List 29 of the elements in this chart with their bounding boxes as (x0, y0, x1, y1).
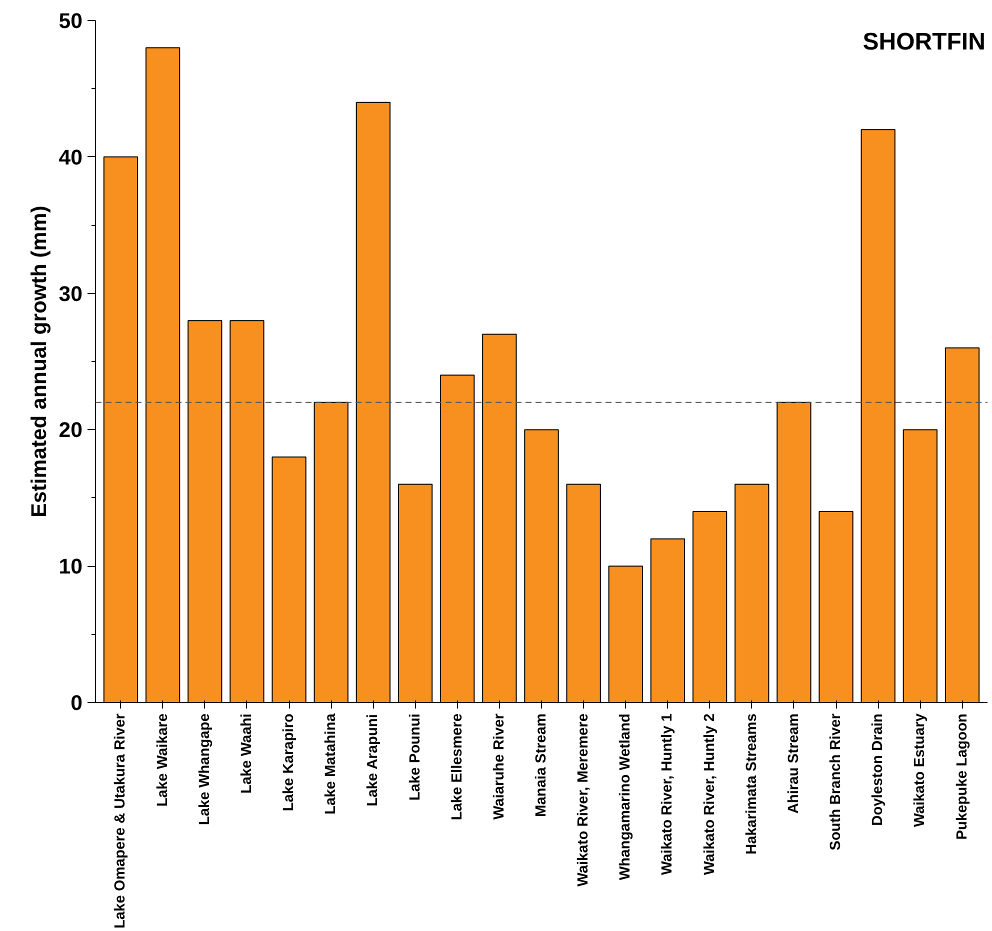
x-tick-label: Ahirau Stream (786, 713, 802, 814)
y-tick-label: 50 (58, 9, 83, 33)
x-tick-label: Lake Matahina (323, 712, 340, 814)
x-tick-label: Lake Omapere & Utakura River (112, 713, 129, 929)
chart-title: SHORTFIN (862, 28, 986, 56)
x-tick-label: Waikato Estuary (912, 712, 928, 827)
x-tick-label: Lake Waahi (238, 713, 255, 794)
x-tick-label: Lake Arapuni (365, 714, 382, 806)
x-tick-label: Doyleston Drain (870, 713, 886, 826)
x-tick-label: Whangamarino Wetland (618, 713, 634, 880)
y-tick-label: 10 (58, 554, 83, 579)
x-tick-label: Waikato River, Meremere (576, 713, 592, 886)
x-tick-label: Lake Karapiro (281, 713, 298, 812)
x-tick-label: Waikato River, Huntly 1 (660, 713, 676, 876)
y-tick-label: 40 (58, 145, 83, 170)
y-tick-label: 30 (58, 282, 83, 306)
x-tick-label: Hakarimata Streams (744, 713, 760, 854)
x-tick-label: Waikato River, Huntly 2 (702, 713, 718, 876)
y-tick-label: 20 (58, 418, 83, 442)
x-tick-label: South Branch River (828, 713, 844, 850)
x-tick-label: Lake Whangape (196, 713, 213, 826)
y-tick-label: 0 (70, 691, 83, 715)
y-axis-title: Estimated annual growth (mm) (26, 206, 51, 518)
x-tick-label: Lake Pounui (407, 713, 424, 801)
x-tick-label: Lake Waikare (154, 713, 171, 807)
x-tick-label: Lake Ellesmere (449, 713, 466, 820)
x-tick-label: Manaia Stream (534, 714, 550, 817)
x-tick-label: Waiaruhe River (491, 713, 508, 820)
x-tick-label: Pukepuke Lagoon (954, 713, 970, 840)
